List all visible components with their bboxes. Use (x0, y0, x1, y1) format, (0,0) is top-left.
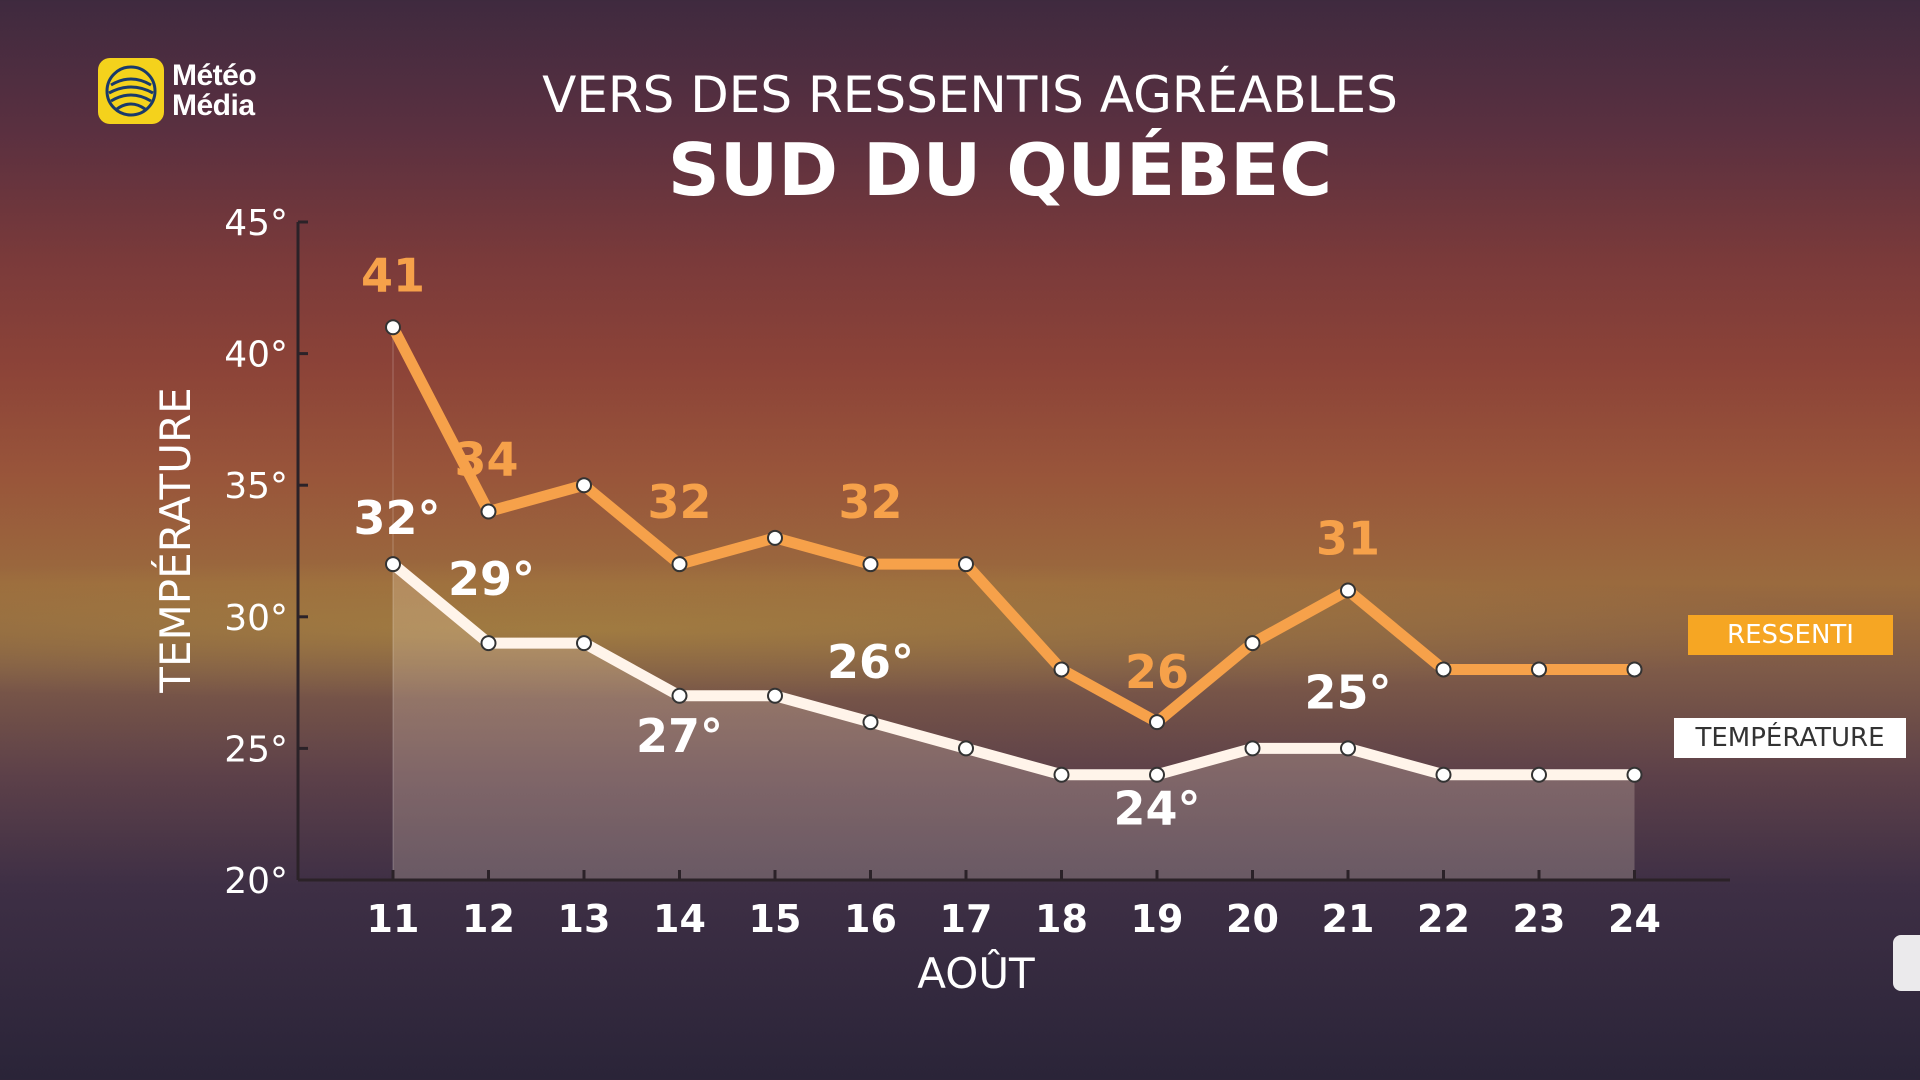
temperature-area-fill (393, 564, 1635, 880)
ressenti-point (1435, 661, 1452, 678)
y-axis-label: TEMPÉRATURE (150, 387, 200, 693)
y-tick-label: 25° (224, 729, 288, 770)
temperature-point (1340, 740, 1356, 757)
side-panel-tab[interactable] (1893, 935, 1920, 991)
x-tick-label: 24 (1608, 897, 1661, 941)
x-tick-label: 14 (653, 897, 706, 941)
chart-title: SUD DU QUÉBEC (667, 128, 1333, 212)
x-tick-label: 12 (462, 897, 515, 941)
chart-area-layer (392, 327, 1635, 880)
legend-temperature: TEMPÉRATURE (1674, 718, 1906, 758)
temperature-data-label: 26° (827, 635, 914, 689)
meteomedia-globe-icon (98, 58, 164, 124)
x-tick-label: 18 (1035, 897, 1088, 941)
temperature-data-label: 27° (636, 709, 723, 763)
temperature-point (862, 714, 879, 731)
background-glow (0, 560, 1920, 700)
x-tick-label: 21 (1322, 897, 1375, 941)
temperature-point (1435, 766, 1452, 783)
ressenti-data-label: 26 (1125, 645, 1189, 699)
temperature-point (480, 635, 497, 652)
y-tick-label: 35° (224, 466, 288, 507)
ressenti-data-label: 32 (838, 475, 902, 529)
ressenti-point (1149, 714, 1165, 731)
temperature-point (1626, 766, 1643, 783)
ressenti-point (1626, 661, 1643, 678)
ressenti-line (387, 321, 1640, 728)
ressenti-point (1531, 661, 1547, 678)
temperature-line (387, 558, 1640, 781)
x-tick-label: 11 (367, 897, 420, 941)
ressenti-point (480, 503, 497, 520)
temperature-data-label: 25° (1304, 665, 1391, 719)
x-tick-label: 23 (1513, 897, 1566, 941)
temperature-point (1053, 766, 1070, 783)
temperature-point (385, 556, 401, 573)
chart-subtitle: VERS DES RESSENTIS AGRÉABLES (542, 66, 1398, 124)
y-tick-label: 40° (224, 335, 288, 376)
temperature-data-label: 24° (1113, 782, 1200, 836)
x-tick-label: 22 (1417, 897, 1470, 941)
x-tick-label: 20 (1226, 897, 1279, 941)
ressenti-point (385, 319, 401, 336)
y-tick-label: 45° (224, 203, 288, 244)
ressenti-point (576, 477, 592, 494)
temperature-data-label: 32° (353, 491, 440, 545)
meteomedia-logo: Météo Média (98, 56, 257, 126)
logo-line-2: Média (172, 89, 255, 122)
temperature-point (1531, 766, 1547, 783)
ressenti-point (671, 556, 688, 573)
ressenti-point (1244, 635, 1261, 652)
legend-ressenti: RESSENTI (1688, 615, 1893, 655)
temperature-point (1244, 740, 1261, 757)
ressenti-data-label: 32 (647, 475, 711, 529)
x-tick-label: 17 (940, 897, 993, 941)
ressenti-point (958, 556, 974, 573)
x-tick-label: 16 (844, 897, 897, 941)
ressenti-data-label: 31 (1316, 511, 1380, 565)
ressenti-point (1053, 661, 1070, 678)
temperature-point (767, 687, 783, 704)
chart-axis-layer: 20° 25° 30° 35° 40° 45° 11 12 13 14 15 16 17 18 19 20 21… (150, 203, 1730, 998)
temperature-point (958, 740, 974, 757)
temperature-point (1149, 766, 1165, 783)
temperature-point (671, 687, 688, 704)
y-tick-label: 20° (224, 861, 288, 902)
ressenti-point (767, 529, 783, 546)
x-tick-label: 13 (558, 897, 611, 941)
y-tick-label: 30° (224, 598, 288, 639)
temperature-data-label: 29° (448, 552, 535, 606)
chart-series-layer (385, 319, 1643, 783)
x-tick-label: 19 (1131, 897, 1184, 941)
ressenti-point (1340, 582, 1356, 599)
ressenti-data-label: 41 (361, 248, 425, 302)
logo-wordmark: Météo Média (172, 59, 257, 122)
chart-label-layer: 41 34 32 32 26 31 32°29° 27° 26° 24° 25° (353, 248, 1391, 835)
x-tick-label: 15 (749, 897, 802, 941)
logo-line-1: Météo (172, 59, 257, 92)
x-axis-label: AOÛT (917, 948, 1035, 998)
ressenti-point (862, 556, 879, 573)
ressenti-data-label: 34 (454, 433, 518, 487)
temperature-point (576, 635, 592, 652)
